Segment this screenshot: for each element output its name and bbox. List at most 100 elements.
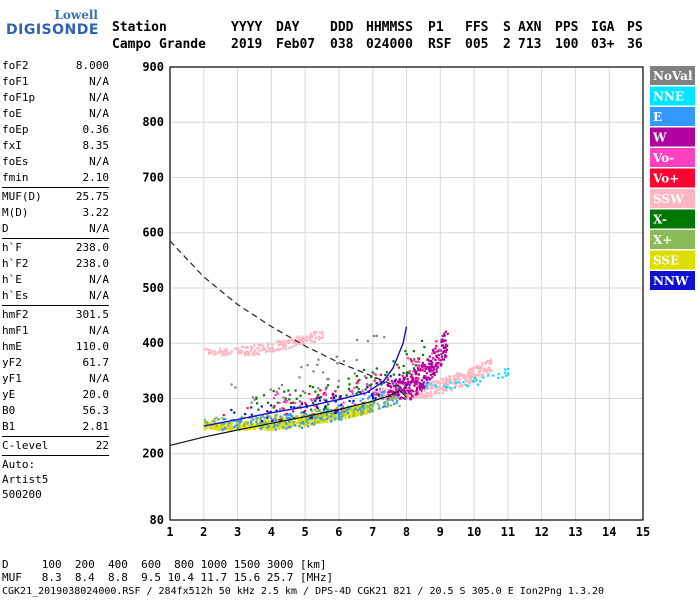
parameter-panel: foF2 8.000 foF1 N/A foF1p N/A foE N/A foEp 0.36 fx… xyxy=(2,58,109,502)
echo-point xyxy=(458,378,462,381)
legend-swatch xyxy=(650,168,695,188)
echo-point xyxy=(257,343,260,346)
echo-point xyxy=(356,380,359,383)
echo-point xyxy=(452,382,456,385)
echo-point xyxy=(321,337,324,340)
echo-point xyxy=(405,396,408,399)
echo-point xyxy=(419,393,422,396)
echo-point xyxy=(408,383,411,387)
echo-point xyxy=(412,350,415,353)
echo-point xyxy=(320,332,324,335)
echo-point xyxy=(414,360,417,364)
echo-point xyxy=(238,427,241,430)
echo-point xyxy=(383,402,386,405)
echo-point xyxy=(326,407,330,410)
x-tick-label: 7 xyxy=(369,525,376,539)
param-row: C-level 22 xyxy=(2,438,109,454)
echo-point xyxy=(277,422,280,425)
echo-point xyxy=(313,397,316,401)
echo-point xyxy=(366,386,369,389)
param-row: h`F2 238.0 xyxy=(2,256,109,272)
header-row2-cell: 03+ xyxy=(591,37,615,52)
echo-point xyxy=(420,339,424,343)
legend-label: SSW xyxy=(653,192,684,206)
plot-frame xyxy=(169,66,644,521)
echo-point xyxy=(393,392,396,396)
echo-point xyxy=(255,418,258,421)
echo-point xyxy=(278,408,282,411)
legend-swatch xyxy=(650,230,695,249)
echo-point xyxy=(452,378,456,382)
echo-point xyxy=(331,393,334,396)
param-row: hmE 110.0 xyxy=(2,339,109,355)
echo-point xyxy=(437,357,440,360)
echo-point xyxy=(422,368,426,372)
echo-point xyxy=(356,409,359,412)
echo-point xyxy=(271,347,274,350)
echo-point xyxy=(342,401,345,404)
param-value: N/A xyxy=(89,289,109,302)
echo-point xyxy=(504,368,507,371)
separator xyxy=(2,436,109,437)
echo-point xyxy=(416,366,420,370)
echo-point xyxy=(350,408,354,411)
echo-point xyxy=(268,415,271,418)
echo-point xyxy=(335,355,338,358)
echo-point xyxy=(397,396,400,399)
param-row: yE 20.0 xyxy=(2,387,109,403)
echo-point xyxy=(504,371,507,374)
echo-point xyxy=(315,397,318,400)
echo-point xyxy=(471,370,474,373)
echo-point xyxy=(465,380,469,383)
echo-point xyxy=(417,368,420,372)
echo-point xyxy=(282,422,285,425)
echo-point xyxy=(327,378,330,381)
echo-point xyxy=(269,388,272,391)
echo-point xyxy=(297,420,300,423)
echo-point xyxy=(408,370,411,373)
echo-point xyxy=(304,337,307,340)
echo-point xyxy=(250,416,254,419)
echo-point xyxy=(275,409,278,412)
echo-point xyxy=(336,409,339,412)
echo-point xyxy=(373,389,377,392)
echo-point xyxy=(204,421,207,424)
echo-point xyxy=(434,347,437,350)
echo-point xyxy=(365,376,368,379)
echo-point xyxy=(313,423,316,426)
echo-point xyxy=(305,421,308,424)
echo-point xyxy=(330,415,333,418)
echo-point xyxy=(300,419,303,422)
echo-point xyxy=(385,371,388,374)
echo-point xyxy=(291,422,294,425)
echo-point xyxy=(266,419,269,422)
echo-point xyxy=(351,389,354,393)
echo-point xyxy=(456,373,459,376)
header-row2-cell: 005 xyxy=(465,37,489,52)
echo-point xyxy=(454,380,457,383)
echo-point xyxy=(386,383,389,386)
echo-point xyxy=(242,424,246,427)
echo-point xyxy=(284,401,288,404)
echo-point xyxy=(400,381,403,384)
echo-point xyxy=(302,420,306,423)
echo-point xyxy=(416,391,419,395)
echo-point xyxy=(368,384,371,387)
echo-point xyxy=(486,368,489,372)
echo-point xyxy=(353,372,356,375)
echo-point xyxy=(277,344,280,347)
echo-point xyxy=(215,352,218,355)
echo-point xyxy=(501,376,504,379)
echo-point xyxy=(427,376,430,379)
param-value: N/A xyxy=(89,273,109,286)
echo-point xyxy=(356,414,359,417)
echo-point xyxy=(298,376,301,379)
echo-point xyxy=(281,406,284,410)
echo-point xyxy=(345,411,348,414)
echo-point xyxy=(238,421,241,424)
echo-point xyxy=(408,393,411,396)
echo-point xyxy=(353,403,357,406)
echo-point xyxy=(406,371,409,374)
echo-point xyxy=(309,398,313,401)
echo-point xyxy=(251,396,255,399)
